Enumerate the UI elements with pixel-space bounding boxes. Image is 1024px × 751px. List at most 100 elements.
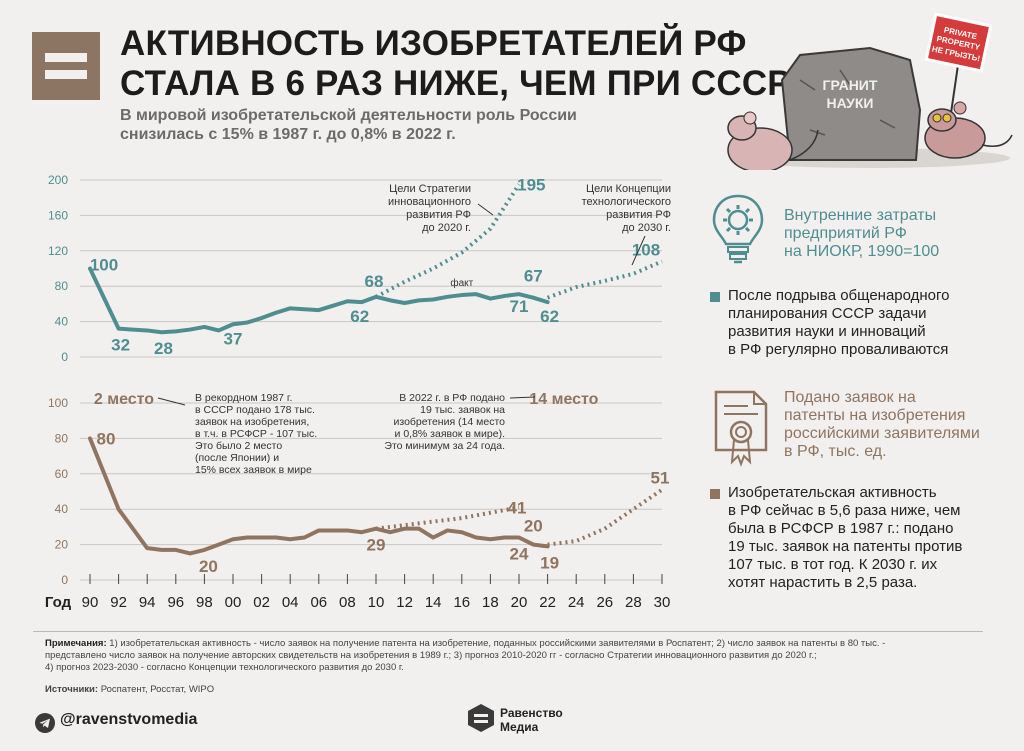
y-tick-label: 40 (55, 315, 69, 329)
data-label: 32 (111, 336, 130, 355)
x-tick-label: 24 (568, 594, 585, 611)
title-line-2: СТАЛА В 6 РАЗ НИЖЕ, ЧЕМ ПРИ СССР (120, 64, 791, 103)
subtitle-line-1: В мировой изобретательской деятельности … (120, 107, 577, 124)
rat-right (924, 101, 1013, 159)
data-label: 20 (199, 557, 218, 576)
x-axis-label: Год (45, 594, 72, 611)
y-tick-label: 0 (61, 573, 68, 587)
x-tick-label: 94 (139, 594, 156, 611)
svg-text:и 0,8% заявок в мире).: и 0,8% заявок в мире). (395, 428, 505, 440)
x-tick-label: 14 (425, 594, 442, 611)
x-tick-label: 92 (110, 594, 127, 611)
series-line (88, 266, 550, 335)
y-tick-label: 80 (55, 279, 69, 293)
stone-text-2: НАУКИ (826, 95, 873, 111)
data-label: 108 (632, 240, 660, 259)
page-title: АКТИВНОСТЬ ИЗОБРЕТАТЕЛЕЙ РФ СТАЛА В 6 РА… (120, 24, 791, 104)
x-tick-label: 22 (539, 594, 556, 611)
goal2020-line3: развития РФ (406, 209, 471, 221)
data-label: 62 (540, 307, 559, 326)
svg-text:В рекордном 1987 г.: В рекордном 1987 г. (195, 392, 292, 404)
granite-illustration: ГРАНИТ НАУКИ PRIVATE PROPERTY НЕ ГРЫЗТЬ! (727, 12, 1013, 170)
x-tick-label: 28 (625, 594, 642, 611)
goal2020-line2: инновационного (388, 196, 471, 208)
x-axis: Год 90 92 94 96 98 00 02 04 06 08 10 12 14 16 18 20 22 24 2… (45, 574, 670, 611)
series-line (88, 436, 550, 556)
x-tick-label: 08 (339, 594, 356, 611)
data-label: 195 (517, 175, 545, 194)
patent-document-icon (714, 390, 768, 467)
stone-text-1: ГРАНИТ (823, 77, 878, 93)
goal2020-line4: до 2020 г. (422, 222, 471, 234)
legend-teal-title: Внутренние затраты предприятий РФ на НИО… (784, 207, 940, 260)
data-label: 71 (510, 297, 529, 316)
series-line (375, 183, 521, 299)
svg-text:в т.ч. в РСФСР - 107 тыс.: в т.ч. в РСФСР - 107 тыс. (195, 428, 317, 440)
data-label: 24 (510, 545, 529, 564)
title-line-1: АКТИВНОСТЬ ИЗОБРЕТАТЕЛЕЙ РФ (120, 24, 747, 63)
data-label: 2 место (94, 391, 154, 408)
brand-name: Равенство Медиа (500, 706, 563, 734)
legend-teal-text: После подрыва общенародного планирования… (728, 287, 950, 358)
data-label: 19 (540, 553, 559, 572)
x-tick-label: 30 (654, 594, 671, 611)
goal2020-line1: Цели Стратегии (389, 183, 471, 195)
x-tick-label: 20 (511, 594, 528, 611)
series-line (375, 505, 520, 531)
legend-brown-marker (710, 489, 720, 499)
data-label: 29 (367, 536, 386, 555)
svg-text:(после Японии) и: (после Японии) и (195, 452, 279, 464)
data-label: факт (450, 277, 473, 289)
telegram-handle[interactable]: @ravenstvomedia (60, 711, 198, 728)
goal-2020-note: Цели Стратегии инновационного развития Р… (388, 183, 471, 234)
legend-brown-text: Изобретательская активность в РФ сейчас … (728, 484, 963, 591)
svg-text:Это было 2 место: Это было 2 место (195, 440, 282, 452)
goal2030-line2: технологического (582, 196, 671, 208)
telegram-icon[interactable] (35, 713, 55, 733)
svg-text:изобретения (14 место: изобретения (14 место (394, 416, 506, 428)
footer-sources: Источники: Роспатент, Росстат, WIPO (45, 684, 215, 695)
data-label: 80 (97, 429, 116, 448)
logo-equals (32, 32, 100, 100)
svg-text:Это минимум за 24 года.: Это минимум за 24 года. (384, 440, 505, 452)
goal-2030-note: Цели Концепции технологического развития… (582, 183, 671, 234)
brand-logo-icon (468, 704, 494, 732)
svg-text:В 2022 г. в РФ подано: В 2022 г. в РФ подано (399, 392, 505, 404)
y-tick-label: 160 (48, 208, 68, 222)
y-tick-label: 60 (55, 467, 69, 481)
footer-divider (33, 631, 983, 632)
y-tick-label: 80 (55, 431, 69, 445)
series-line (546, 259, 663, 300)
x-tick-label: 16 (453, 594, 470, 611)
goal2030-line1: Цели Концепции (586, 183, 671, 195)
x-tick-label: 96 (167, 594, 184, 611)
svg-text:в СССР подано 178 тыс.: в СССР подано 178 тыс. (195, 404, 315, 416)
svg-text:19 тыс. заявок на: 19 тыс. заявок на (420, 404, 505, 416)
x-tick-label: 04 (282, 594, 299, 611)
footer-notes: Примечания: 1) изобретательская активнос… (45, 638, 886, 673)
data-label: 37 (224, 329, 243, 348)
data-label: 67 (524, 267, 543, 286)
legend-teal-marker (710, 292, 720, 302)
svg-text:15% всех заявок в мире: 15% всех заявок в мире (195, 464, 312, 476)
x-tick-label: 12 (396, 594, 413, 611)
private-sign (924, 12, 993, 73)
data-label: 41 (508, 498, 527, 517)
subtitle-line-2: снизилась с 15% в 1987 г. до 0,8% в 2022… (120, 126, 456, 143)
x-tick-label: 00 (225, 594, 242, 611)
year-2022-note: В 2022 г. в РФ подано 19 тыс. заявок на … (384, 392, 505, 452)
record-1987-note: В рекордном 1987 г. в СССР подано 178 ты… (195, 392, 317, 476)
y-tick-label: 0 (61, 350, 68, 364)
data-label: 14 место (529, 391, 598, 408)
rat-left (727, 111, 819, 170)
y-tick-label: 40 (55, 502, 69, 516)
data-label: 28 (154, 339, 173, 358)
x-tick-label: 90 (82, 594, 99, 611)
data-label: 100 (90, 256, 118, 275)
legend-brown-title: Подано заявок на патенты на изобретения … (784, 389, 980, 460)
chart-top: 0 40 80 120 160 200 100 32 28 37 68 62 195 67 71 62 108 ф… (48, 173, 663, 364)
data-label: 62 (350, 307, 369, 326)
x-tick-label: 06 (310, 594, 327, 611)
